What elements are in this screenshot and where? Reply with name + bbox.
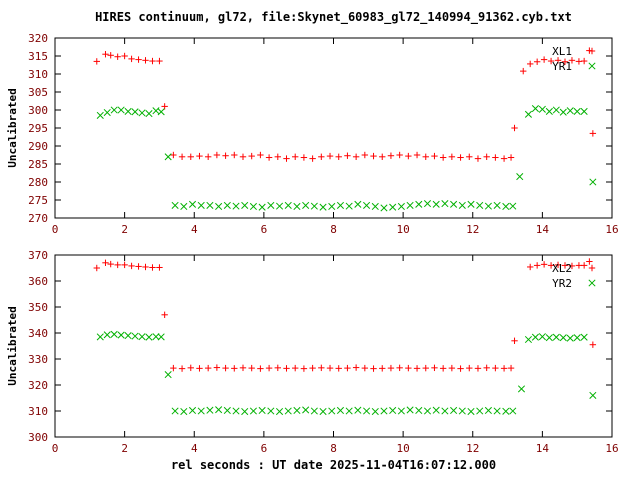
- svg-text:14: 14: [536, 442, 550, 455]
- svg-text:8: 8: [330, 223, 337, 236]
- chart-title: HIRES continuum, gl72, file:Skynet_60983…: [95, 10, 572, 24]
- svg-text:275: 275: [28, 194, 48, 207]
- svg-text:4: 4: [191, 442, 198, 455]
- svg-text:310: 310: [28, 405, 48, 418]
- svg-text:340: 340: [28, 327, 48, 340]
- svg-text:320: 320: [28, 32, 48, 45]
- svg-text:2: 2: [121, 223, 128, 236]
- svg-text:10: 10: [397, 442, 410, 455]
- svg-text:350: 350: [28, 301, 48, 314]
- svg-text:6: 6: [261, 442, 268, 455]
- svg-text:290: 290: [28, 140, 48, 153]
- svg-text:285: 285: [28, 158, 48, 171]
- svg-text:12: 12: [466, 223, 479, 236]
- svg-text:8: 8: [330, 442, 337, 455]
- svg-text:0: 0: [52, 223, 59, 236]
- svg-text:YR2: YR2: [552, 277, 572, 290]
- svg-text:YR1: YR1: [552, 60, 572, 73]
- svg-text:370: 370: [28, 249, 48, 262]
- svg-text:270: 270: [28, 212, 48, 225]
- svg-text:6: 6: [261, 223, 268, 236]
- svg-text:XL2: XL2: [552, 262, 572, 275]
- svg-text:295: 295: [28, 122, 48, 135]
- svg-text:16: 16: [605, 442, 618, 455]
- svg-text:330: 330: [28, 353, 48, 366]
- svg-text:16: 16: [605, 223, 618, 236]
- x-axis-label: rel seconds : UT date 2025-11-04T16:07:1…: [170, 458, 497, 472]
- svg-text:310: 310: [28, 68, 48, 81]
- svg-text:0: 0: [52, 442, 59, 455]
- svg-text:XL1: XL1: [552, 45, 572, 58]
- svg-text:280: 280: [28, 176, 48, 189]
- svg-text:360: 360: [28, 275, 48, 288]
- svg-text:300: 300: [28, 431, 48, 444]
- svg-text:315: 315: [28, 50, 48, 63]
- svg-text:305: 305: [28, 86, 48, 99]
- svg-text:14: 14: [536, 223, 550, 236]
- svg-text:10: 10: [397, 223, 410, 236]
- svg-text:300: 300: [28, 104, 48, 117]
- svg-text:320: 320: [28, 379, 48, 392]
- svg-text:2: 2: [121, 442, 128, 455]
- svg-text:4: 4: [191, 223, 198, 236]
- svg-text:12: 12: [466, 442, 479, 455]
